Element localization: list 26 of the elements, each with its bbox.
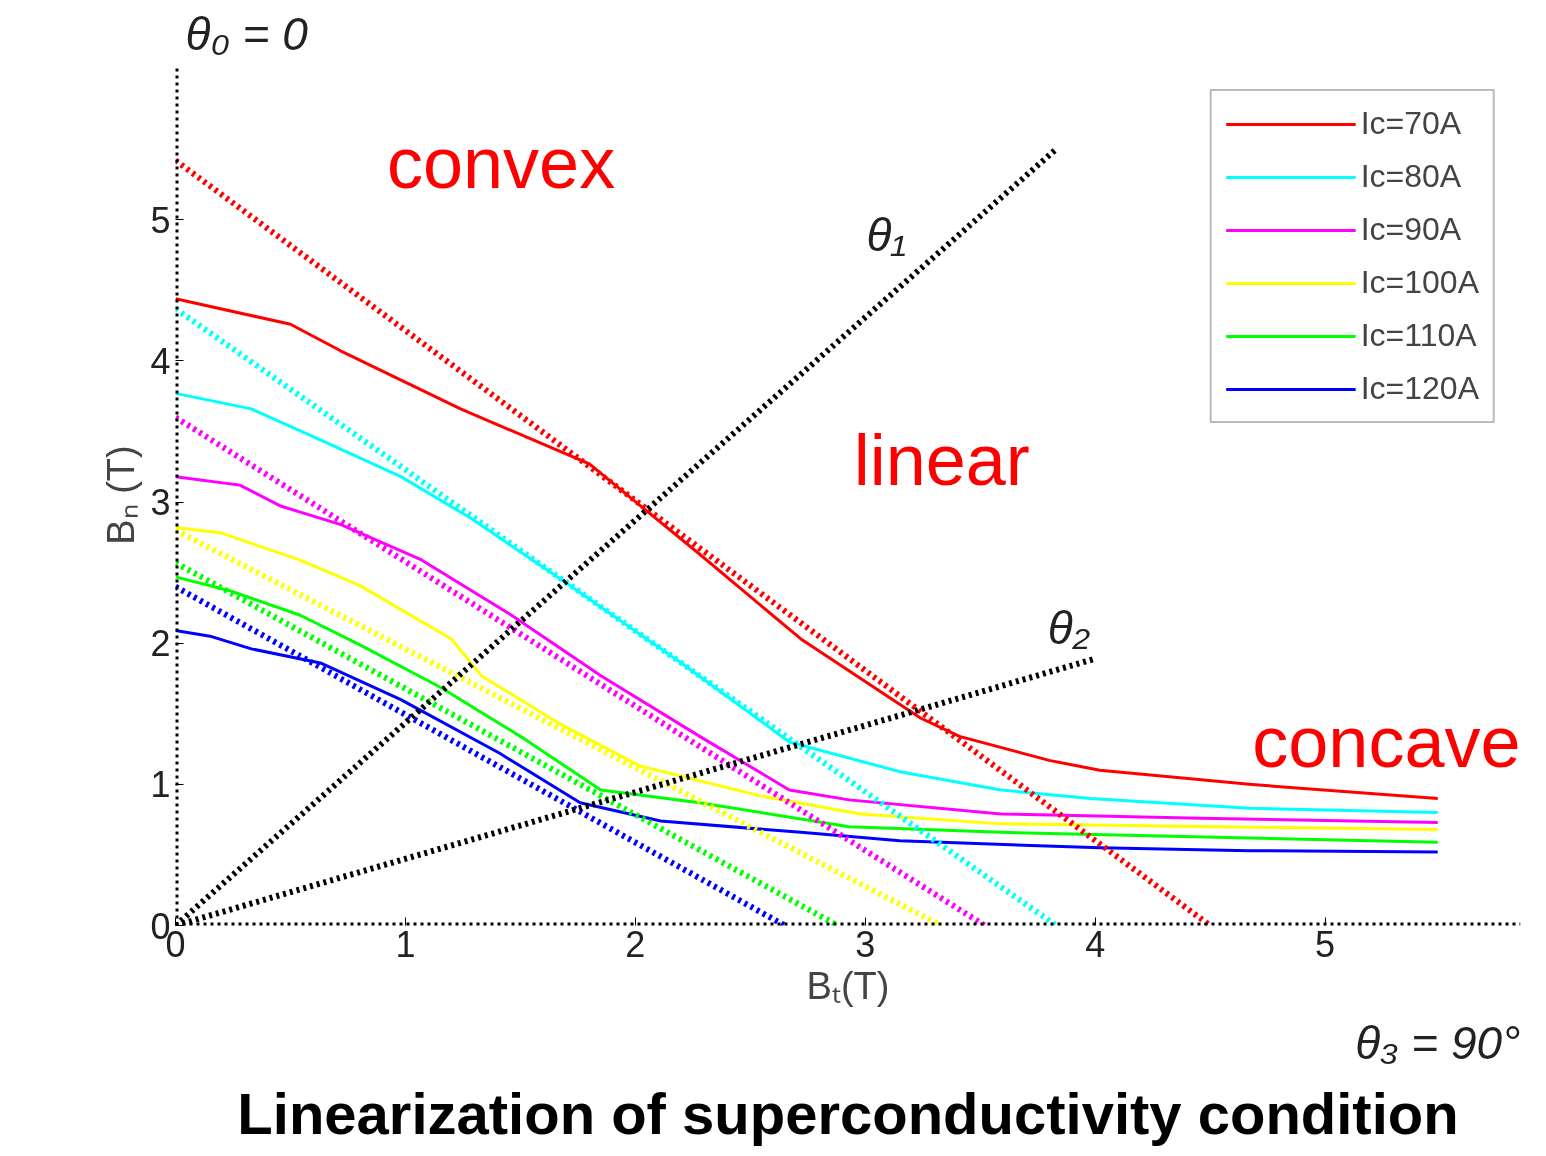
x-axis-title: Bₜ(T) xyxy=(806,964,890,1007)
annotation: linear xyxy=(853,419,1030,500)
y-tick-label: 3 xyxy=(150,482,171,524)
y-tick-label: 4 xyxy=(150,340,171,382)
y-tick-label: 2 xyxy=(150,623,171,665)
x-tick-label: 5 xyxy=(1315,923,1336,965)
x-tick-label: 1 xyxy=(395,923,416,965)
y-axis-title: Bₙ (T) xyxy=(100,445,143,545)
series-label: θ₃ = 90° xyxy=(1355,1016,1521,1069)
x-tick-label: 4 xyxy=(1085,923,1106,965)
series-label: θ₁ xyxy=(866,209,907,262)
legend-label: Ic=90A xyxy=(1360,211,1462,248)
text: Linearization of superconductivity condition xyxy=(237,1080,1459,1146)
y-tick-label: 5 xyxy=(150,199,171,241)
legend-label: Ic=120A xyxy=(1360,370,1479,407)
y-tick-label: 1 xyxy=(150,764,171,806)
legend-label: Ic=70A xyxy=(1360,105,1462,142)
annotation: concave xyxy=(1252,702,1521,783)
x-tick-label: 3 xyxy=(855,923,876,965)
x-tick-label: 2 xyxy=(625,923,646,965)
legend-label: Ic=80A xyxy=(1360,158,1462,195)
legend-label: Ic=110A xyxy=(1360,317,1477,354)
series-label: θ₀ = 0 xyxy=(185,7,309,60)
legend-label: Ic=100A xyxy=(1360,264,1479,301)
series-label: θ₂ xyxy=(1047,601,1091,654)
annotation: convex xyxy=(387,123,616,204)
